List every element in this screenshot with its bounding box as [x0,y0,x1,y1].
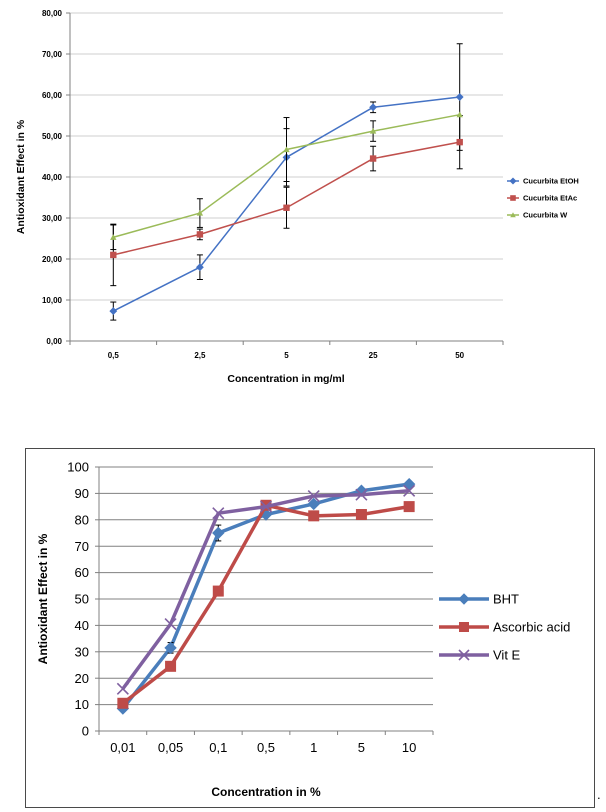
data-point-cucurbita-w [110,234,117,240]
y-tick-label: 0,00 [46,337,62,346]
y-tick-label: 10 [75,697,89,712]
y-tick-label: 20,00 [42,255,63,264]
data-point-vit-e [403,484,416,497]
y-tick-label: 60,00 [42,91,63,100]
x-tick-label: 5 [358,740,365,755]
data-point-bht [307,497,320,511]
data-point-ascorbic-acid [117,697,129,709]
data-point-bht [212,526,225,540]
data-point-ascorbic-acid [212,585,224,597]
data-point-cucurbita-etoh [455,93,464,101]
data-point-cucurbita-etac [196,231,204,238]
data-point-cucurbita-w [283,146,290,153]
data-point-cucurbita-etac [283,204,290,211]
data-point-ascorbic-acid [403,501,415,513]
legend-marker-cucurbita-etoh [509,177,517,185]
data-point-cucurbita-etac [110,251,117,259]
legend-marker-ascorbic-acid [459,622,469,632]
chart-2-reference-antioxidants: 0 10 20 30 40 50 60 70 80 90 100 0,01 0,05 0,1 0,5 1 5 10… [36,460,570,799]
legend-label-vit-e: Vit E [493,648,521,663]
trailing-period: . [597,787,601,802]
data-point-cucurbita-w [369,127,377,134]
data-point-vit-e [164,618,177,631]
legend-label-bht: BHT [493,592,519,607]
x-tick-label: 10 [402,740,416,755]
y-tick-label: 70 [75,539,89,554]
legend-label-cucurbita-etac: Cucurbita EtAc [523,194,577,203]
y-tick-label: 30 [75,644,89,659]
y-tick-label: 40,00 [42,173,63,182]
x-tick-label: 0,1 [209,740,227,755]
y-tick-label: 50 [75,592,89,607]
x-tick-label: 25 [369,351,378,360]
data-point-cucurbita-etac [369,155,377,162]
data-point-vit-e [355,488,368,501]
data-point-cucurbita-w [196,209,204,216]
legend-label-cucurbita-w: Cucurbita W [523,211,568,220]
y-axis-title: Antioxidant Effect in % [36,533,50,664]
data-point-ascorbic-acid [308,510,320,522]
y-tick-label: 10,00 [42,296,63,305]
y-tick-label: 0 [82,724,89,739]
data-point-ascorbic-acid [165,660,177,672]
y-tick-label: 80,00 [42,9,63,18]
y-tick-label: 100 [67,460,89,475]
y-tick-label: 40 [75,618,89,633]
y-tick-label: 60 [75,565,89,580]
data-point-vit-e [307,489,320,503]
y-tick-label: 50,00 [42,132,63,141]
x-tick-label: 5 [284,351,289,360]
chart-1-cucurbita-extracts: 0,00 10,00 20,00 30,00 40,00 50,00 60,00 70,00 8… [15,9,579,385]
legend-label-cucurbita-etoh: Cucurbita EtOH [523,177,579,186]
legend-marker-cucurbita-w [510,212,516,218]
legend-label-ascorbic-acid: Ascorbic acid [493,620,570,635]
y-axis-title: Antioxidant Effect in % [15,119,27,234]
data-point-vit-e [259,500,273,513]
data-point-cucurbita-etoh [369,103,378,112]
data-point-cucurbita-w [456,111,463,118]
data-point-cucurbita-etoh [195,263,204,272]
legend-marker-vit-e [458,649,470,661]
data-point-ascorbic-acid [355,509,367,521]
x-tick-label: 2,5 [194,351,206,360]
y-tick-label: 70,00 [42,50,63,59]
x-tick-label: 0,5 [108,351,120,360]
x-axis-title: Concentration in mg/ml [227,373,344,385]
y-tick-label: 90 [75,486,89,501]
x-axis-title: Concentration in % [211,785,321,799]
series-line-ascorbic-acid [121,503,410,705]
y-tick-label: 80 [75,512,89,527]
x-tick-label: 0,05 [158,740,183,755]
y-tick-label: 20 [75,671,89,686]
x-tick-label: 1 [310,740,317,755]
y-tick-label: 30,00 [42,214,63,223]
x-tick-label: 0,5 [257,740,275,755]
data-point-cucurbita-etac [456,138,463,146]
data-point-bht [164,641,177,655]
legend-marker-bht [458,593,470,605]
x-tick-label: 50 [455,351,464,360]
legend-marker-cucurbita-etac [510,195,516,201]
data-point-cucurbita-etoh [109,307,118,315]
x-tick-label: 0,01 [110,740,135,755]
data-point-vit-e [116,682,129,695]
data-point-vit-e [212,507,225,520]
